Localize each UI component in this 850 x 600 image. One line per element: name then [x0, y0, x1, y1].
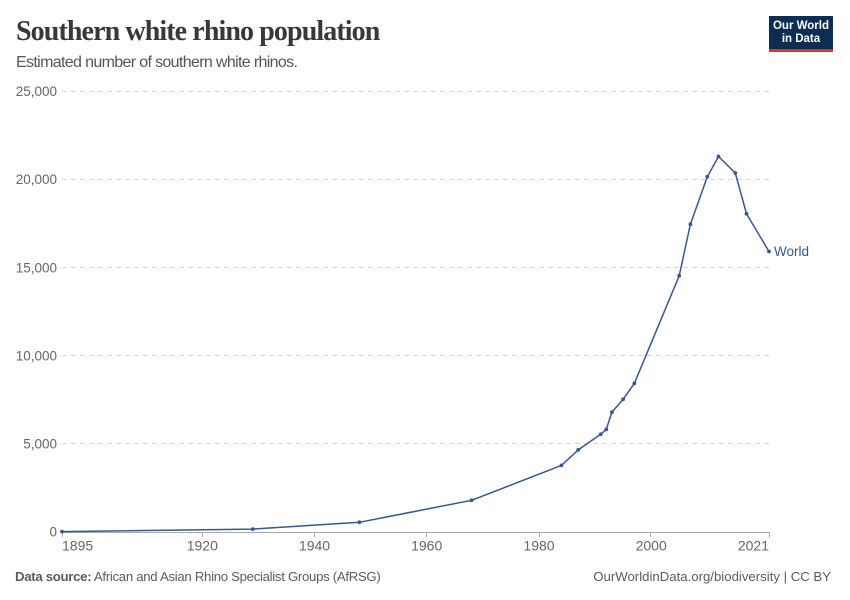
svg-text:0: 0: [49, 525, 57, 540]
svg-text:World: World: [774, 244, 809, 259]
svg-text:20,000: 20,000: [16, 172, 57, 187]
svg-text:25,000: 25,000: [16, 84, 57, 99]
svg-text:2000: 2000: [636, 538, 667, 554]
svg-text:1980: 1980: [523, 538, 554, 554]
svg-text:2021: 2021: [738, 538, 769, 554]
svg-text:1920: 1920: [187, 538, 218, 554]
svg-text:5,000: 5,000: [23, 437, 57, 452]
svg-text:10,000: 10,000: [16, 348, 57, 363]
svg-text:1940: 1940: [299, 538, 330, 554]
svg-text:1895: 1895: [62, 538, 93, 554]
svg-text:1960: 1960: [411, 538, 442, 554]
svg-text:15,000: 15,000: [16, 260, 57, 275]
